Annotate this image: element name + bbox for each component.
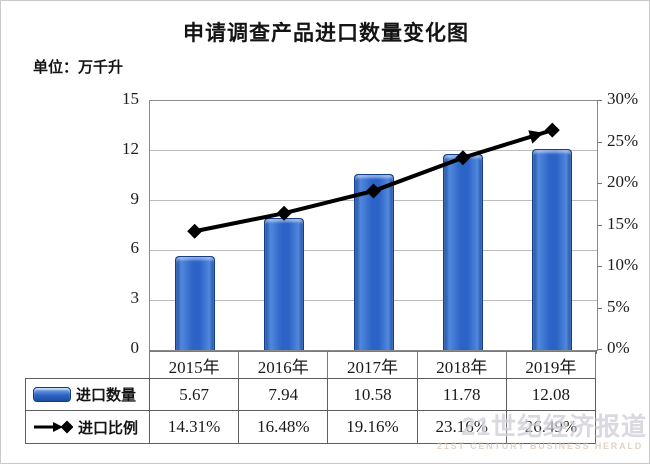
value-cell: 23.16% [416, 410, 507, 444]
right-axis-tick-mark [597, 183, 602, 184]
import-ratio-values-row: 14.31% 16.48% 19.16% 23.16% 26.49% [149, 410, 597, 444]
right-axis-tick-mark [597, 307, 602, 309]
diamond-marker-2019年 [544, 122, 560, 138]
left-axis-tick-label: 0 [130, 338, 140, 357]
line-arrowhead [528, 130, 544, 144]
category-axis-tick-mark [596, 350, 597, 354]
ratio-line-series [187, 122, 560, 239]
right-axis-tick-label: 10% [607, 255, 639, 274]
right-axis-tick-mark [597, 100, 602, 101]
gridline [150, 150, 597, 152]
bar-2015年 [174, 255, 215, 350]
year-cell: 2016年 [238, 351, 329, 379]
bar-2017年 [353, 174, 394, 350]
year-cell: 2017年 [327, 351, 418, 379]
right-axis-tick-label: 20% [607, 172, 639, 191]
value-cell: 7.94 [238, 378, 329, 411]
left-axis-tick-label: 12 [122, 138, 139, 158]
value-cell: 16.48% [238, 410, 329, 444]
left-axis-tick-label: 6 [130, 238, 140, 258]
right-axis-tick-label: 5% [607, 296, 630, 316]
legend-import-ratio-label: 进口比例 [78, 419, 139, 437]
year-header-row: 2015年 2016年 2017年 2018年 2019年 [149, 351, 597, 379]
value-cell: 19.16% [327, 410, 418, 444]
right-axis-tick-mark [597, 224, 602, 226]
legend-import-ratio: 进口比例 [25, 410, 150, 444]
value-cell: 26.49% [505, 410, 597, 444]
bar-2018年 [442, 154, 483, 350]
ratio-line [194, 128, 553, 234]
value-cell: 14.31% [149, 410, 240, 444]
legend-import-quantity-label: 进口数量 [76, 387, 137, 404]
bar-2019年 [532, 149, 573, 350]
watermark-text: 21世纪经济报道 [461, 413, 647, 441]
right-axis-tick-label: 25% [607, 130, 639, 150]
plot-area [149, 100, 598, 351]
bar-2016年 [264, 218, 305, 350]
year-cell: 2015年 [149, 351, 240, 379]
left-axis-tick-label: 15 [122, 89, 139, 108]
year-cell: 2018年 [416, 351, 507, 379]
value-cell: 10.58 [327, 378, 418, 411]
line-series-icon [34, 420, 73, 434]
diamond-marker-2016年 [276, 205, 292, 221]
watermark-subtext: 21ST CENTURY BUSINESS HERALD [437, 441, 643, 451]
left-axis-tick-label: 9 [130, 188, 140, 208]
right-axis-tick-mark [597, 266, 602, 267]
right-axis-tick-label: 30% [607, 89, 639, 108]
unit-label: 单位：万千升 [33, 59, 124, 76]
right-axis-tick-mark [597, 349, 602, 350]
chart-title: 申请调查产品进口数量变化图 [183, 22, 469, 45]
right-axis-tick-label: 15% [607, 213, 639, 233]
value-cell: 5.67 [149, 378, 240, 411]
right-axis-tick-label: 0% [607, 338, 630, 357]
diamond-marker-2017年 [366, 183, 381, 199]
import-quantity-values-row: 5.67 7.94 10.58 11.78 12.08 [149, 378, 597, 411]
legend-import-quantity: 进口数量 [25, 378, 150, 411]
diamond-marker-2018年 [455, 150, 471, 166]
diamond-marker-2015年 [187, 223, 203, 239]
bar-series-icon [33, 387, 71, 402]
left-axis-tick-label: 3 [130, 288, 140, 308]
year-cell: 2019年 [505, 351, 597, 379]
right-axis-tick-mark [597, 141, 602, 143]
